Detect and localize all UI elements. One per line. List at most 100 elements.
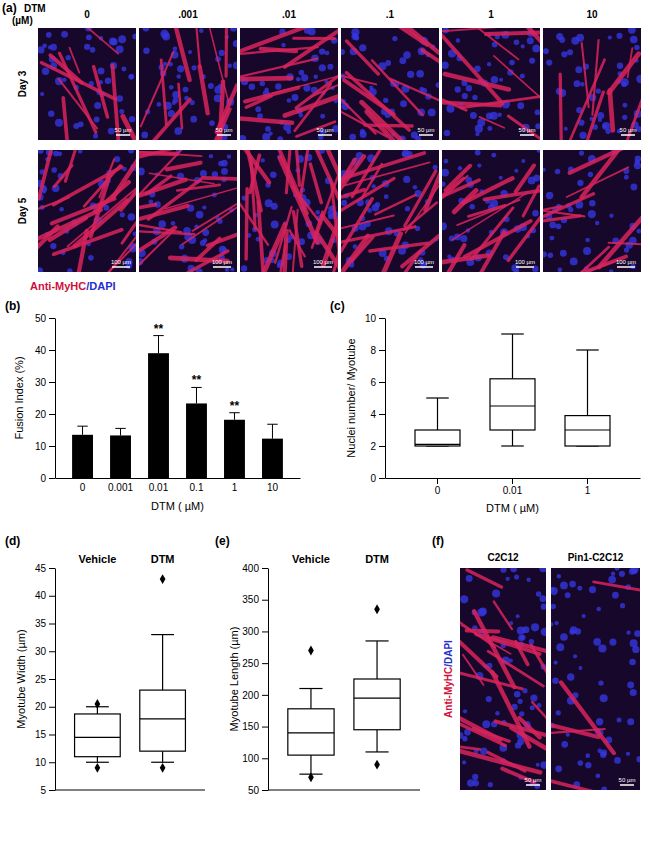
myotube — [182, 206, 237, 244]
tick-mark — [379, 382, 385, 383]
nucleus — [196, 211, 204, 219]
nucleus — [532, 44, 540, 52]
nucleus — [93, 133, 98, 138]
nucleus — [570, 257, 578, 265]
tick-mark — [262, 695, 268, 696]
nucleus — [143, 47, 149, 53]
nucleus — [233, 61, 237, 69]
tick-mark — [49, 762, 55, 763]
tick-label: 4 — [370, 409, 376, 420]
marks — [288, 604, 400, 782]
myotube — [139, 180, 186, 200]
tick: 200 — [242, 690, 268, 701]
nucleus — [299, 70, 305, 76]
myotube — [442, 33, 502, 103]
myotube — [141, 52, 174, 126]
nucleus — [614, 757, 621, 764]
nucleus — [556, 710, 561, 715]
whisker-cap — [501, 333, 524, 334]
nucleus — [116, 95, 123, 102]
myotube — [442, 28, 498, 32]
tick: 300 — [242, 626, 268, 637]
scale-bar-label: 50 µm — [525, 777, 542, 783]
nucleus — [569, 629, 575, 635]
stain-name: /DAPI — [443, 640, 454, 667]
nucleus — [529, 58, 535, 64]
nucleus — [597, 112, 604, 119]
nucleus — [567, 49, 573, 55]
myotube — [107, 205, 136, 272]
tick: 8 — [370, 345, 385, 356]
myotube — [486, 31, 540, 34]
stain-name: /DAPI — [86, 280, 115, 292]
myotube — [285, 28, 338, 67]
tick: DTM — [151, 553, 175, 568]
myotube — [361, 164, 382, 199]
error-cap — [115, 428, 125, 429]
nucleus — [541, 628, 546, 636]
nucleus — [585, 762, 591, 768]
marks — [75, 574, 186, 773]
nucleus — [296, 77, 301, 82]
myotube — [494, 601, 512, 629]
nucleus — [359, 44, 366, 51]
nucleus — [495, 711, 500, 716]
nucleus — [428, 108, 436, 116]
nucleus — [535, 123, 540, 129]
nucleus — [48, 110, 54, 116]
nucleus — [313, 75, 318, 80]
nucleus — [630, 184, 637, 191]
nucleus — [602, 124, 607, 129]
micrograph — [38, 150, 136, 272]
nucleus — [536, 763, 540, 767]
nucleus — [260, 81, 266, 87]
panel-label: (f) — [432, 534, 444, 548]
nucleus — [556, 33, 563, 40]
nucleus — [469, 204, 475, 210]
tick-mark — [262, 663, 268, 664]
nucleus — [171, 221, 176, 226]
tick: 5 — [40, 785, 55, 796]
tick-label: 100 — [242, 753, 259, 764]
nucleus — [491, 153, 496, 158]
tick: 0.1 — [190, 478, 204, 493]
nucleus — [517, 699, 522, 704]
myotube — [445, 74, 509, 89]
nucleus — [488, 782, 493, 787]
nucleus — [565, 592, 571, 598]
tick-label: 150 — [242, 721, 259, 732]
nucleus — [470, 112, 477, 119]
column-label: 1 — [488, 9, 494, 20]
nucleus — [551, 622, 553, 627]
nucleus — [230, 28, 237, 32]
tick-label: DTM — [151, 553, 175, 565]
nucleus — [627, 718, 634, 725]
nucleus — [442, 61, 449, 69]
myotube — [460, 666, 522, 689]
scale-bar-label: 100 µm — [414, 259, 434, 265]
whisker — [310, 755, 311, 774]
myotube — [372, 60, 423, 115]
nucleus — [94, 102, 101, 109]
micrograph — [341, 28, 439, 140]
tick-mark — [262, 600, 268, 601]
tick: 150 — [242, 721, 268, 732]
nucleus — [416, 70, 424, 78]
scale-bar-label: 50 µm — [115, 127, 132, 133]
myotube — [474, 611, 514, 687]
tick-label: 10 — [35, 757, 47, 768]
frame-line — [268, 790, 420, 791]
nucleus — [38, 267, 43, 272]
nucleus — [617, 62, 623, 68]
scale-bar — [415, 266, 433, 268]
myotube — [59, 79, 97, 128]
significance: ** — [192, 373, 202, 387]
nucleus — [132, 34, 136, 40]
scale-bar — [217, 134, 231, 136]
scale-bar-label: 100 µm — [111, 259, 131, 265]
nucleus — [105, 77, 112, 84]
myotube — [460, 746, 480, 749]
tick: 0.01 — [503, 478, 523, 496]
nucleus — [444, 159, 449, 164]
tick-label: 40 — [35, 345, 47, 356]
